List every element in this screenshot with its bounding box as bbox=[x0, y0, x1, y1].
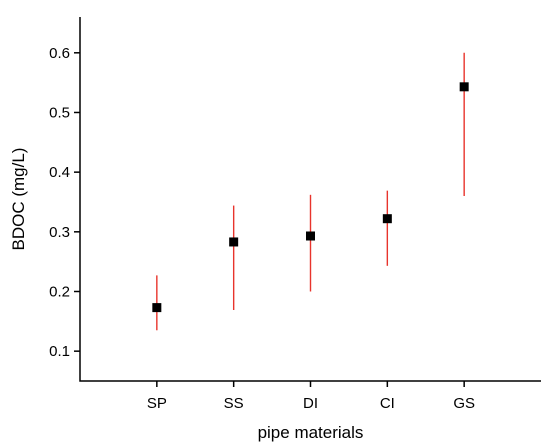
data-point-ss bbox=[229, 237, 239, 247]
x-tick-label-gs: GS bbox=[453, 395, 475, 412]
y-tick-label: 0.4 bbox=[49, 164, 70, 181]
y-tick-label: 0.6 bbox=[49, 45, 70, 62]
data-point-gs bbox=[459, 82, 469, 92]
y-tick-label: 0.2 bbox=[49, 283, 70, 300]
y-axis-label: BDOC (mg/L) bbox=[9, 148, 28, 251]
y-tick-label: 0.3 bbox=[49, 224, 70, 241]
data-point-di bbox=[306, 231, 315, 241]
x-tick-label-ss: SS bbox=[224, 395, 244, 412]
data-marks bbox=[152, 52, 469, 331]
y-axis-ticks: 0.1 0.2 0.3 0.4 0.5 0.6 bbox=[49, 45, 80, 360]
x-tick-label-sp: SP bbox=[147, 395, 167, 412]
x-axis-ticks: SP SS DI CI GS bbox=[147, 381, 475, 412]
data-point-sp bbox=[152, 303, 162, 313]
x-tick-label-di: DI bbox=[303, 395, 318, 412]
data-point-ci bbox=[382, 214, 392, 224]
y-tick-label: 0.1 bbox=[49, 343, 70, 360]
axes-frame bbox=[79, 17, 541, 382]
y-tick-label: 0.5 bbox=[49, 104, 70, 121]
x-tick-label-ci: CI bbox=[380, 395, 395, 412]
x-axis-label: pipe materials bbox=[258, 423, 364, 442]
